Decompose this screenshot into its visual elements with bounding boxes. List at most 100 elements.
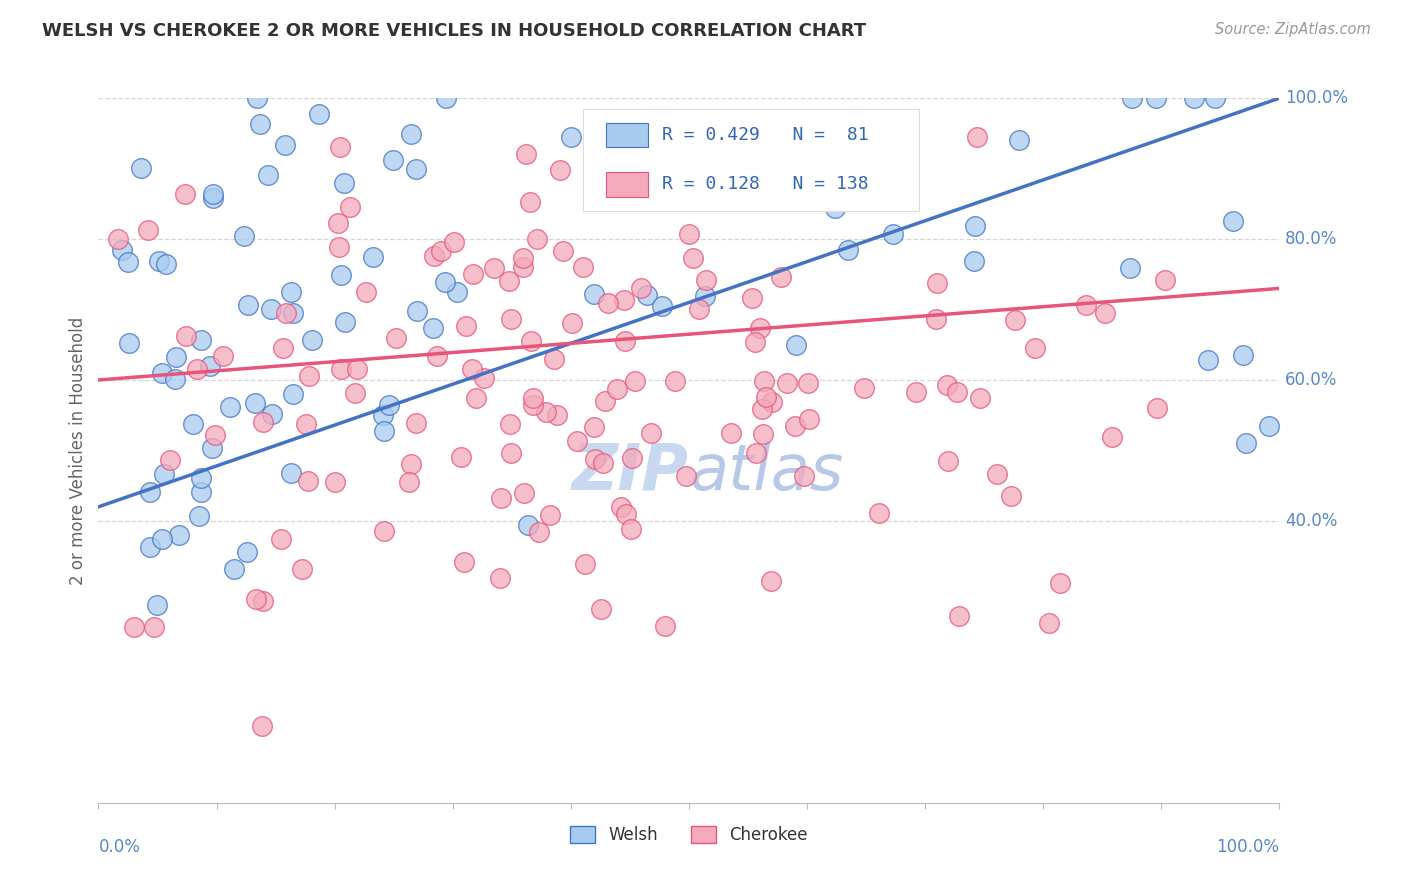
- Point: [517, 518, 540, 533]
- Point: [546, 408, 568, 422]
- Text: 40.0%: 40.0%: [1285, 512, 1337, 530]
- Point: [188, 509, 211, 524]
- Point: [167, 528, 190, 542]
- Point: [512, 252, 534, 266]
- Point: [260, 302, 283, 317]
- Point: [1197, 353, 1219, 368]
- Point: [138, 540, 160, 554]
- Point: [399, 457, 422, 471]
- Point: [1000, 489, 1022, 503]
- Point: [1004, 312, 1026, 326]
- Point: [592, 456, 614, 470]
- Point: [744, 335, 766, 350]
- Point: [281, 387, 304, 401]
- Point: [664, 374, 686, 388]
- Point: [824, 201, 846, 215]
- Point: [273, 341, 295, 355]
- Point: [297, 474, 319, 488]
- Point: [527, 524, 550, 539]
- Point: [280, 285, 302, 300]
- Point: [678, 227, 700, 241]
- Point: [583, 419, 606, 434]
- Point: [249, 117, 271, 131]
- Point: [761, 395, 783, 409]
- Point: [294, 417, 316, 431]
- Point: [543, 351, 565, 366]
- Text: Source: ZipAtlas.com: Source: ZipAtlas.com: [1215, 22, 1371, 37]
- Point: [463, 268, 485, 282]
- Point: [785, 338, 807, 352]
- Point: [1204, 91, 1226, 105]
- Point: [136, 223, 159, 237]
- Point: [754, 374, 776, 388]
- Point: [567, 434, 589, 449]
- Point: [1258, 419, 1281, 434]
- Point: [1234, 435, 1257, 450]
- Text: atlas: atlas: [689, 441, 844, 502]
- Point: [150, 366, 173, 380]
- Point: [159, 452, 181, 467]
- Point: [446, 285, 468, 300]
- Point: [482, 261, 505, 276]
- Point: [695, 273, 717, 287]
- Point: [534, 405, 557, 419]
- Point: [270, 532, 292, 546]
- Point: [1038, 616, 1060, 631]
- Point: [252, 594, 274, 608]
- Point: [1222, 214, 1244, 228]
- Point: [538, 508, 561, 522]
- Point: [283, 306, 305, 320]
- Point: [1101, 430, 1123, 444]
- Point: [333, 177, 356, 191]
- Point: [280, 466, 302, 480]
- Point: [276, 305, 298, 319]
- Point: [378, 398, 401, 412]
- Text: ZIP: ZIP: [572, 441, 689, 502]
- Point: [218, 400, 240, 414]
- Bar: [606, 123, 648, 147]
- Point: [582, 287, 605, 301]
- Point: [755, 390, 778, 404]
- Point: [382, 153, 405, 168]
- Point: [246, 91, 269, 105]
- Point: [344, 386, 367, 401]
- Point: [751, 401, 773, 416]
- Point: [107, 232, 129, 246]
- Point: [346, 362, 368, 376]
- Point: [297, 369, 319, 384]
- Point: [472, 371, 495, 385]
- Point: [139, 484, 162, 499]
- Text: 100.0%: 100.0%: [1285, 89, 1348, 107]
- Point: [620, 523, 643, 537]
- Point: [522, 391, 544, 405]
- Point: [572, 260, 595, 275]
- Point: [148, 254, 170, 268]
- Point: [797, 376, 820, 390]
- Point: [560, 129, 582, 144]
- Point: [430, 244, 453, 258]
- Point: [273, 137, 295, 152]
- Point: [561, 317, 583, 331]
- Point: [935, 378, 957, 392]
- Point: [1153, 272, 1175, 286]
- Point: [721, 155, 744, 169]
- Point: [373, 424, 395, 438]
- Point: [969, 391, 991, 405]
- Point: [454, 319, 477, 334]
- Point: [301, 333, 323, 347]
- Point: [453, 555, 475, 569]
- Text: R = 0.128   N = 138: R = 0.128 N = 138: [662, 176, 869, 194]
- Point: [122, 619, 145, 633]
- Point: [574, 558, 596, 572]
- Point: [339, 200, 361, 214]
- Point: [398, 475, 420, 489]
- Point: [688, 302, 710, 317]
- Point: [589, 602, 612, 616]
- Point: [262, 407, 284, 421]
- Point: [610, 500, 633, 514]
- Point: [245, 592, 267, 607]
- Point: [966, 130, 988, 145]
- Point: [553, 244, 575, 259]
- Point: [204, 427, 226, 442]
- Point: [620, 451, 643, 466]
